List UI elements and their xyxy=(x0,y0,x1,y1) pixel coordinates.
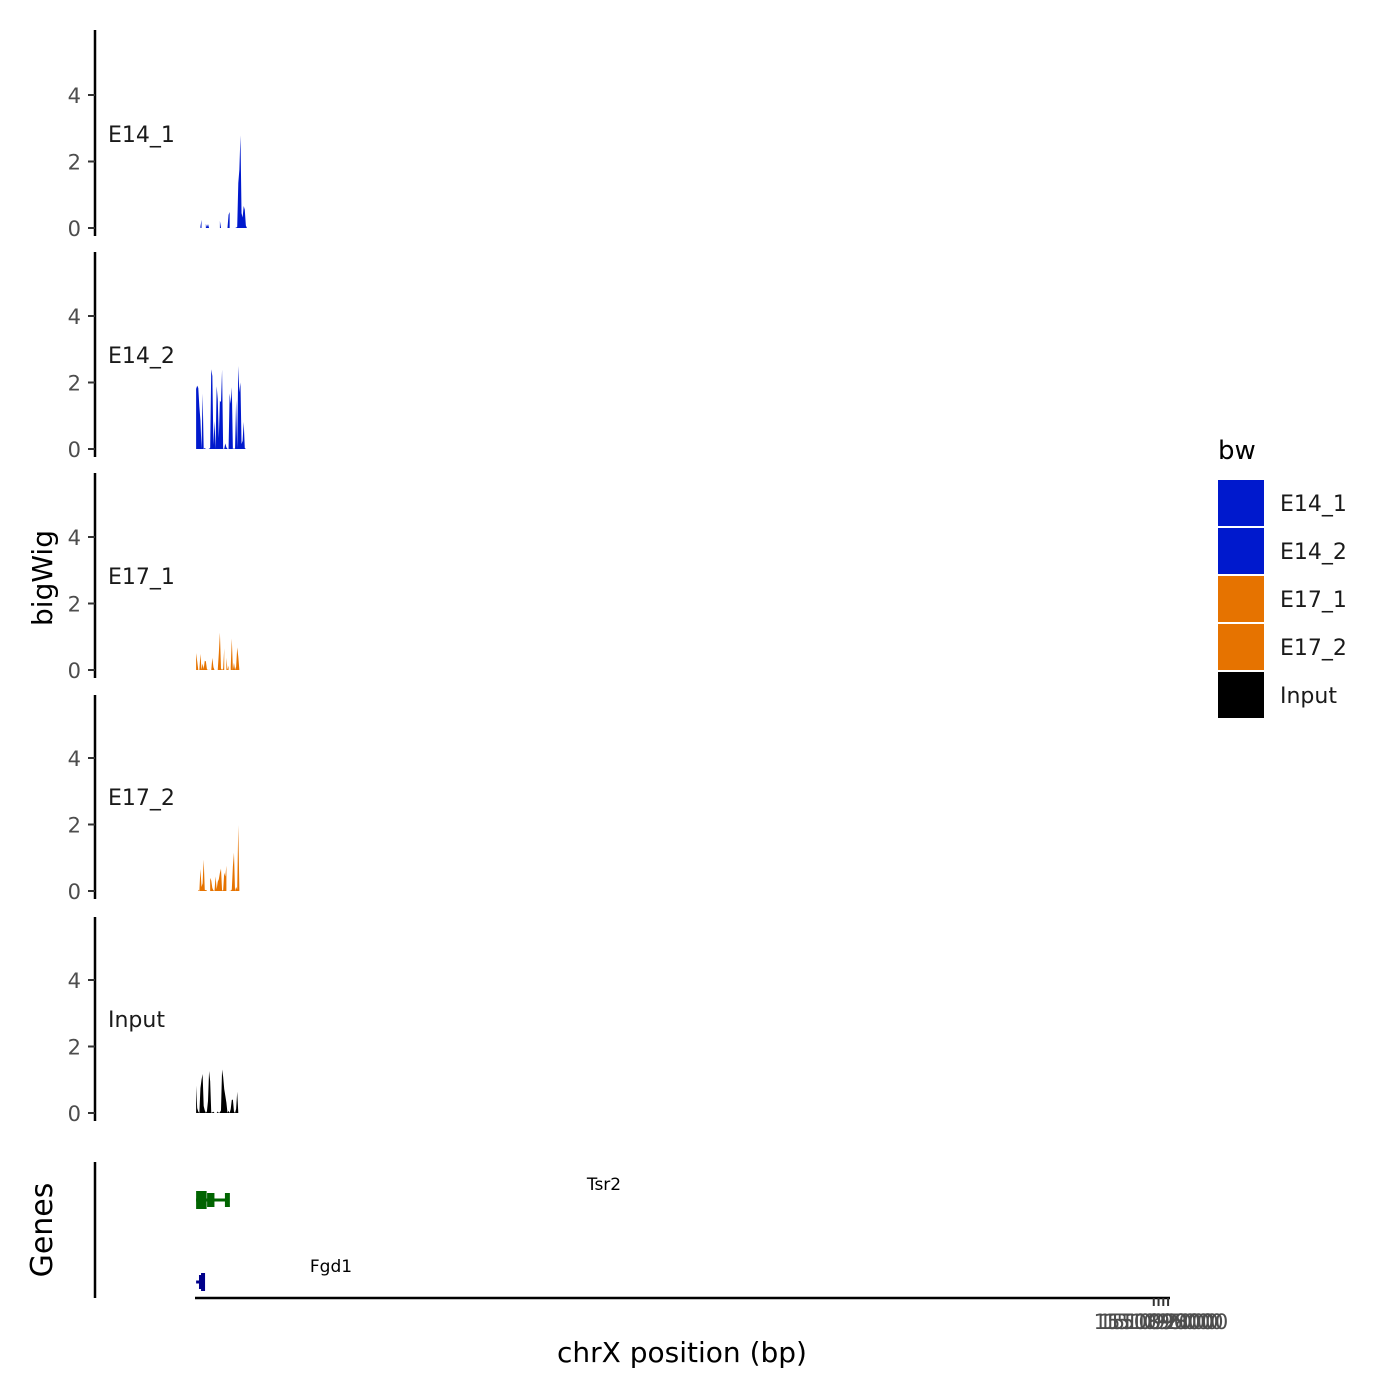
track-input: 0 2 4 Input xyxy=(68,917,1170,1126)
legend-items: E14_1 E14_2 E17_1 E17_2 Input xyxy=(1218,480,1347,718)
y-tick-label: 4 xyxy=(68,747,81,771)
track-e14-2: 0 2 4 E14_2 xyxy=(68,252,1170,462)
legend-item: E14_1 xyxy=(1218,480,1347,526)
legend-key xyxy=(1218,672,1264,718)
legend-item: E17_1 xyxy=(1218,576,1347,622)
track-e17-2: 0 2 4 E17_2 xyxy=(68,695,1170,904)
legend-label: E17_2 xyxy=(1280,636,1347,661)
legend-label: E14_1 xyxy=(1280,492,1347,517)
legend-item: Input xyxy=(1218,672,1337,718)
y-tick-label: 4 xyxy=(68,84,81,108)
y-tick-label: 2 xyxy=(68,372,81,396)
legend-item: E14_2 xyxy=(1218,528,1347,574)
legend-label: Input xyxy=(1280,684,1337,709)
y-tick-label: 4 xyxy=(68,526,81,550)
signal-area xyxy=(196,824,1170,891)
gene-name: Fgd1 xyxy=(310,1257,352,1277)
y-tick-label: 0 xyxy=(68,659,81,683)
track-e14-1: 0 2 4 E14_1 xyxy=(68,30,1170,241)
x-tick-label: 151089000 xyxy=(1094,1310,1214,1334)
gene-models: Tsr2 Fgd1 xyxy=(196,1175,621,1291)
legend-key xyxy=(1218,480,1264,526)
track-label: E14_2 xyxy=(108,344,175,369)
y-tick-label: 0 xyxy=(68,217,81,241)
y-tick-label: 2 xyxy=(68,593,81,617)
genes-panel: Genes Tsr2 Fgd1 xyxy=(25,1162,621,1298)
legend-label: E14_2 xyxy=(1280,540,1347,565)
track-label: E17_1 xyxy=(108,565,175,590)
y-tick-label: 0 xyxy=(68,1102,81,1126)
y-tick-label: 4 xyxy=(68,969,81,993)
x-axis-title: chrX position (bp) xyxy=(557,1336,807,1369)
x-tick-label: 151098000 xyxy=(1108,1310,1228,1334)
track-label: Input xyxy=(108,1008,165,1033)
signal-area xyxy=(198,135,1170,228)
y-axis-title: bigWig xyxy=(26,530,59,626)
y-tick-label: 0 xyxy=(68,438,81,462)
y-tick-label: 2 xyxy=(68,151,81,175)
signal-area xyxy=(196,366,1170,449)
gene-name: Tsr2 xyxy=(586,1175,621,1195)
y-tick-label: 4 xyxy=(68,305,81,329)
legend-item: E17_2 xyxy=(1218,624,1347,670)
legend-key xyxy=(1218,576,1264,622)
gene-tsr2: Tsr2 xyxy=(196,1175,621,1209)
legend-key xyxy=(1218,624,1264,670)
track-label: E14_1 xyxy=(108,123,175,148)
x-tick-label: 151095000 xyxy=(1103,1310,1223,1334)
legend: bw E14_1 E14_2 E17_1 E17_2 Input xyxy=(1218,436,1347,718)
exon xyxy=(210,1193,215,1207)
track-label: E17_2 xyxy=(108,786,175,811)
exon xyxy=(201,1273,206,1291)
signal-tracks: 0 2 4 E14_1 0 2 4 E14_2 0 2 4 E17_1 0 2 4 E17_2 0 2 4 Inpu… xyxy=(68,30,1170,1126)
signal-area xyxy=(196,1069,1170,1113)
exon xyxy=(196,1191,207,1209)
x-tick-label: 151092000 xyxy=(1098,1310,1218,1334)
y-tick-label: 0 xyxy=(68,880,81,904)
genes-axis-label: Genes xyxy=(25,1183,60,1278)
track-e17-1: 0 2 4 E17_1 xyxy=(68,473,1170,683)
y-tick-label: 2 xyxy=(68,814,81,838)
exon xyxy=(207,1193,212,1207)
exon xyxy=(198,1275,203,1289)
y-tick-label: 2 xyxy=(68,1036,81,1060)
signal-area xyxy=(196,632,1170,670)
legend-title: bw xyxy=(1218,436,1256,466)
exon xyxy=(225,1193,230,1207)
gene-fgd1: Fgd1 xyxy=(196,1257,352,1291)
legend-key xyxy=(1218,528,1264,574)
legend-label: E17_1 xyxy=(1280,588,1347,613)
